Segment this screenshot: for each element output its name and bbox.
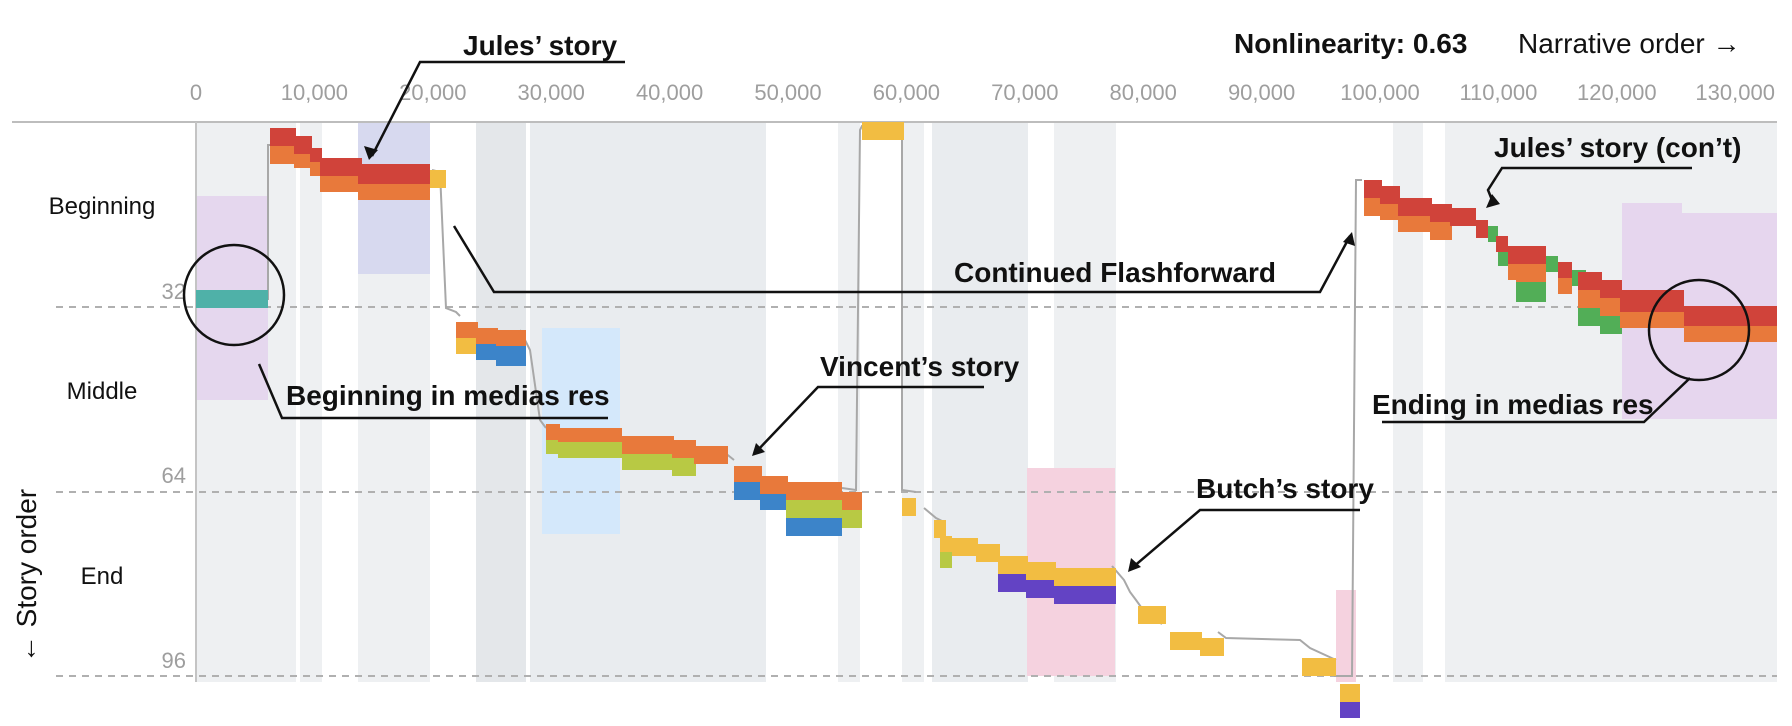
x-tick-label: 30,000	[518, 80, 585, 105]
y-section-beginning: Beginning	[49, 193, 156, 220]
x-tick-label: 100,000	[1340, 80, 1420, 105]
x-axis-ticks: 0 10,000 20,000 30,000 40,000 50,000 60,000 70,…	[190, 80, 1775, 105]
vincent-leader	[755, 385, 984, 453]
butch-arrowhead	[1128, 558, 1141, 572]
annotation-continued-flashforward: Continued Flashforward	[954, 257, 1276, 288]
ending-mr-leader	[1382, 377, 1691, 424]
x-tick-label: 120,000	[1577, 80, 1657, 105]
annotation-jules-story-cont: Jules’ story (con’t)	[1494, 132, 1741, 163]
beginning-mr-leader	[257, 363, 608, 420]
butch-end-highlight	[1336, 590, 1356, 682]
y-tick-64: 64	[162, 463, 186, 488]
x-tick-label: 90,000	[1228, 80, 1295, 105]
vincent-arrowhead	[752, 443, 765, 456]
annotation-butch-story: Butch’s story	[1196, 473, 1374, 504]
y-tick-32: 32	[162, 279, 186, 304]
x-tick-label: 110,000	[1459, 80, 1537, 105]
circle-ending-medias-res	[1647, 278, 1751, 382]
x-tick-label: 70,000	[991, 80, 1058, 105]
x-tick-label: 80,000	[1110, 80, 1177, 105]
x-tick-label: 20,000	[399, 80, 466, 105]
annotation-circles	[182, 243, 1751, 382]
nonlinearity-label: Nonlinearity: 0.63	[1234, 28, 1467, 59]
x-tick-label: 130,000	[1695, 80, 1775, 105]
y-guides	[56, 306, 1777, 677]
jules-arrowhead	[364, 146, 378, 160]
continued-leader	[452, 225, 1352, 294]
x-tick-label: 0	[190, 80, 202, 105]
y-section-end: End	[81, 563, 124, 590]
jules-cont-arrowhead	[1486, 194, 1500, 208]
narrative-order-label: Narrative order →	[1518, 28, 1741, 59]
x-tick-label: 50,000	[754, 80, 821, 105]
annotation-vincent-story: Vincent’s story	[820, 351, 1020, 382]
x-tick-label: 10,000	[281, 80, 348, 105]
annotation-lines	[257, 60, 1692, 569]
continued-arrowhead	[1343, 232, 1355, 246]
annotation-jules-story: Jules’ story	[463, 30, 618, 61]
butch-leader	[1131, 508, 1360, 569]
block-teal-opening	[196, 290, 268, 308]
character-blocks	[196, 122, 1777, 718]
jules-leader	[370, 60, 625, 157]
x-tick-label: 40,000	[636, 80, 703, 105]
annotation-ending-medias-res: Ending in medias res	[1372, 389, 1654, 420]
annotation-arrowheads	[364, 146, 1500, 572]
x-tick-label: 60,000	[873, 80, 940, 105]
y-axis-title: ← Story order	[11, 489, 42, 663]
annotation-beginning-medias-res: Beginning in medias res	[286, 380, 610, 411]
circle-beginning-medias-res	[182, 243, 286, 347]
y-section-middle: Middle	[67, 378, 138, 405]
y-tick-96: 96	[162, 648, 186, 673]
